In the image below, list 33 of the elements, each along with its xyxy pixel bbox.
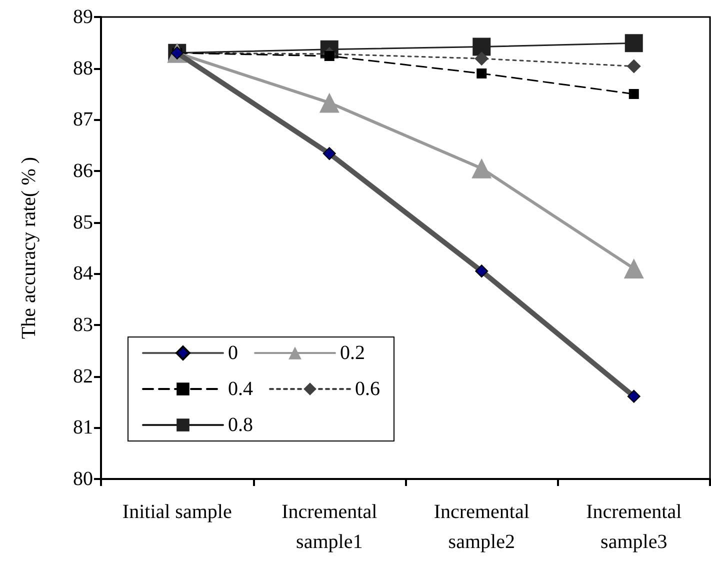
- y-tick-label: 87: [73, 108, 93, 131]
- y-tick-label: 81: [73, 416, 93, 439]
- y-tick-label: 88: [73, 57, 93, 80]
- point: [319, 92, 340, 113]
- point: [624, 34, 643, 52]
- legend-label: 0.2: [340, 342, 365, 364]
- y-tick-label: 80: [73, 468, 93, 490]
- y-tick-label: 85: [73, 211, 93, 234]
- point: [475, 264, 488, 278]
- legend-label: 0.4: [228, 378, 253, 400]
- legend-label: 0: [228, 342, 238, 364]
- y-tick-label: 84: [73, 262, 93, 285]
- y-tick-label: 86: [73, 160, 93, 182]
- point: [472, 38, 491, 56]
- y-tick-label: 89: [73, 6, 93, 28]
- y-tick-label: 82: [73, 365, 93, 388]
- x-tick-label: Initial sample: [122, 501, 232, 523]
- y-axis-title: The accuracy rate( % ): [18, 156, 40, 340]
- point: [627, 390, 640, 403]
- x-tick-label: Incremental sample2: [434, 501, 530, 553]
- x-tick-label: Incremental sample3: [586, 501, 682, 553]
- y-tick-label: 83: [73, 314, 93, 336]
- point: [474, 52, 489, 66]
- point: [626, 59, 641, 74]
- point: [476, 68, 487, 78]
- legend-label: 0.8: [228, 414, 253, 436]
- point: [624, 258, 644, 279]
- legend-label: 0.6: [355, 378, 380, 400]
- point: [322, 147, 336, 160]
- point: [628, 89, 639, 99]
- point: [472, 158, 492, 178]
- x-tick-label: Incremental sample1: [282, 501, 378, 553]
- point: [324, 51, 334, 62]
